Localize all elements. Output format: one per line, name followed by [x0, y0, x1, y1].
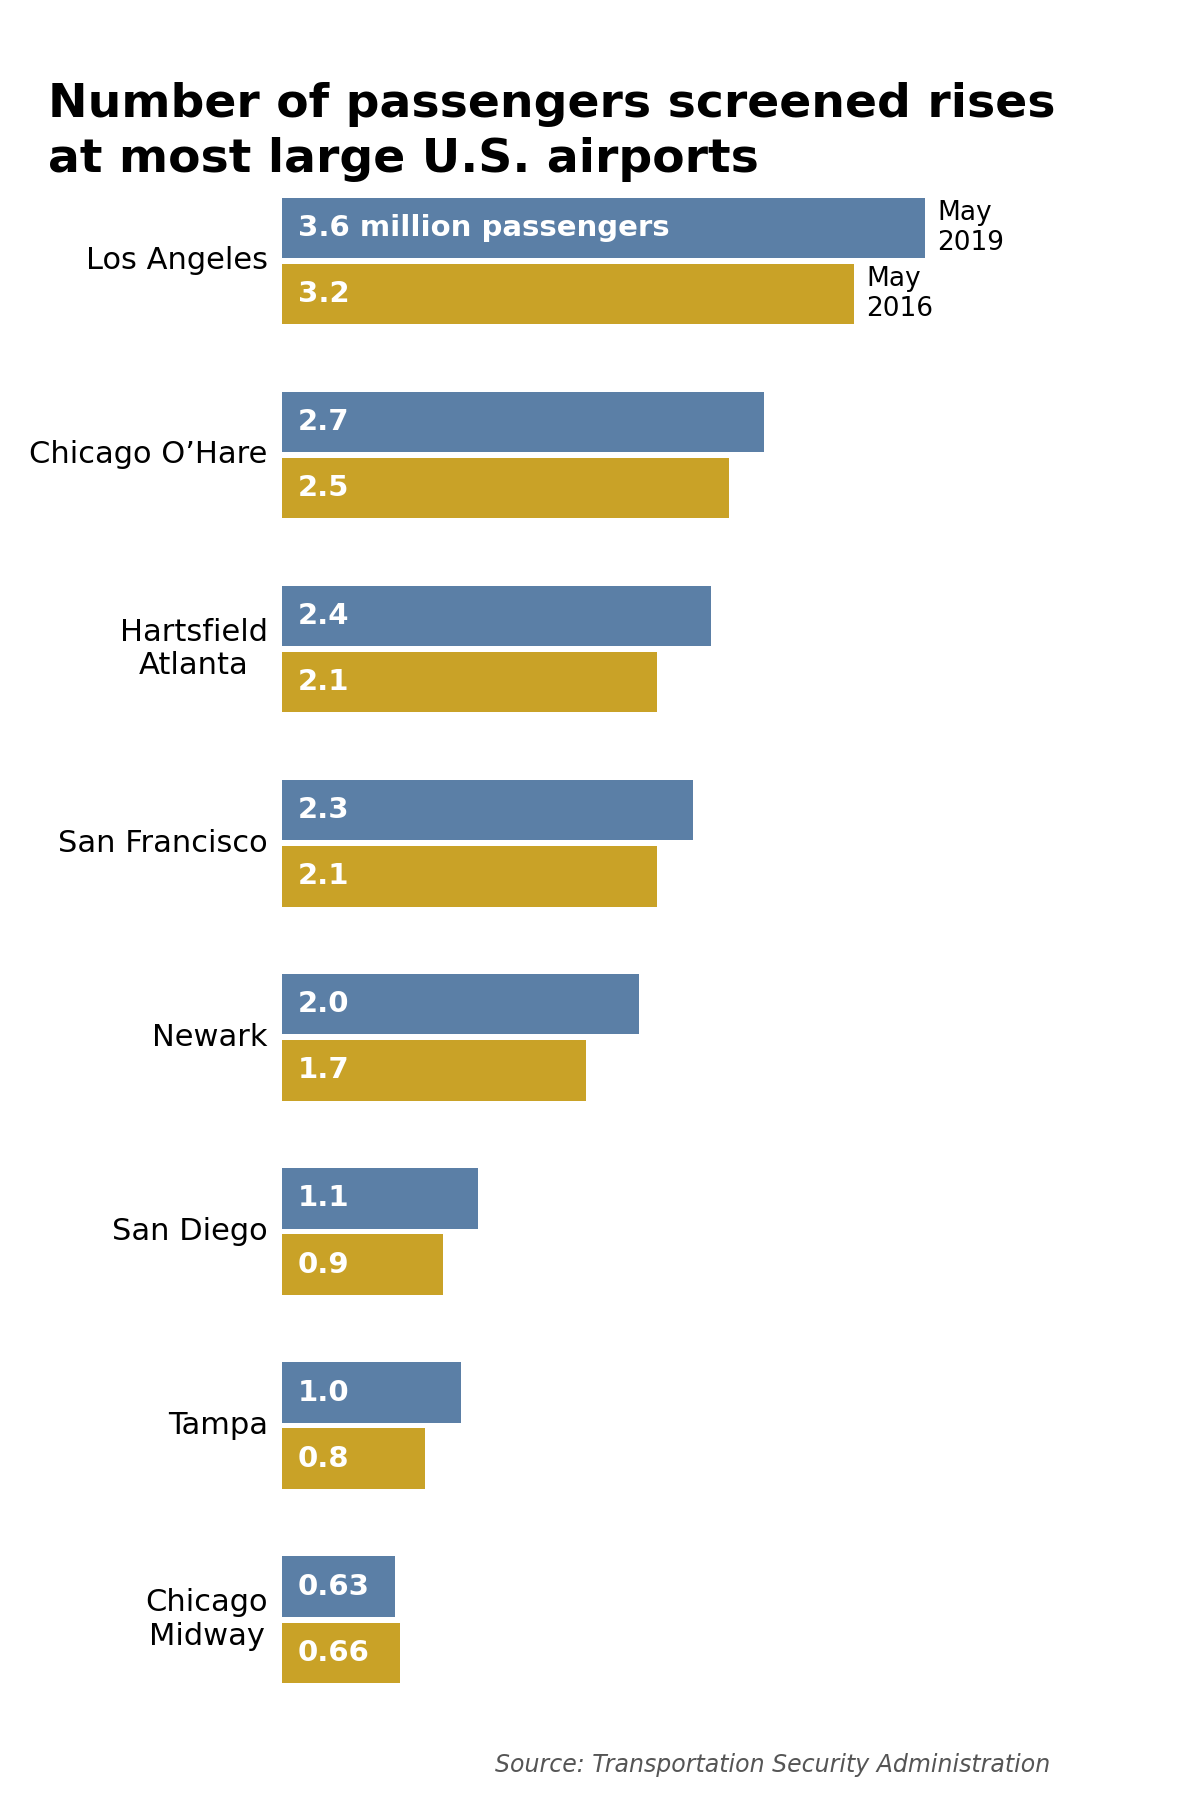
Text: Tampa: Tampa [168, 1412, 268, 1441]
Text: 0.63: 0.63 [298, 1574, 370, 1601]
Text: Hartsfield
Atlanta: Hartsfield Atlanta [120, 618, 268, 680]
Text: 2.7: 2.7 [298, 407, 349, 436]
Text: 0.66: 0.66 [298, 1639, 370, 1666]
Text: Number of passengers screened rises
at most large U.S. airports: Number of passengers screened rises at m… [48, 82, 1056, 182]
Bar [282, 198, 925, 258]
Text: 2.1: 2.1 [298, 863, 349, 890]
Bar [282, 1234, 443, 1296]
Text: 0.9: 0.9 [298, 1250, 349, 1279]
Bar [282, 974, 640, 1034]
Bar [282, 263, 853, 323]
Bar [282, 1623, 400, 1683]
Text: San Francisco: San Francisco [58, 829, 268, 858]
Bar [282, 1557, 395, 1617]
Text: San Diego: San Diego [112, 1217, 268, 1246]
Bar [282, 1168, 479, 1228]
Text: 3.6 million passengers: 3.6 million passengers [298, 214, 670, 242]
Bar [282, 585, 710, 647]
Bar [282, 392, 764, 452]
Text: 2.5: 2.5 [298, 474, 349, 501]
Text: Source: Transportation Security Administration: Source: Transportation Security Administ… [494, 1753, 1050, 1777]
Bar [282, 458, 728, 518]
Text: Chicago O’Hare: Chicago O’Hare [29, 440, 268, 469]
Text: 2.3: 2.3 [298, 796, 349, 825]
Bar [282, 1363, 461, 1423]
Bar [282, 779, 692, 839]
Text: May
2016: May 2016 [866, 265, 934, 322]
Text: 1.1: 1.1 [298, 1185, 349, 1212]
Bar [282, 652, 658, 712]
Text: 1.0: 1.0 [298, 1379, 349, 1406]
Text: May
2019: May 2019 [937, 200, 1004, 256]
Bar [282, 1428, 425, 1488]
Text: 2.0: 2.0 [298, 990, 349, 1018]
Text: 2.1: 2.1 [298, 669, 349, 696]
Bar [282, 1041, 586, 1101]
Text: Newark: Newark [152, 1023, 268, 1052]
Text: 2.4: 2.4 [298, 601, 349, 630]
Text: 0.8: 0.8 [298, 1445, 349, 1474]
Text: Chicago
Midway: Chicago Midway [145, 1588, 268, 1652]
Text: 3.2: 3.2 [298, 280, 349, 307]
Text: 1.7: 1.7 [298, 1056, 350, 1085]
Text: Los Angeles: Los Angeles [85, 247, 268, 276]
Bar [282, 847, 658, 907]
